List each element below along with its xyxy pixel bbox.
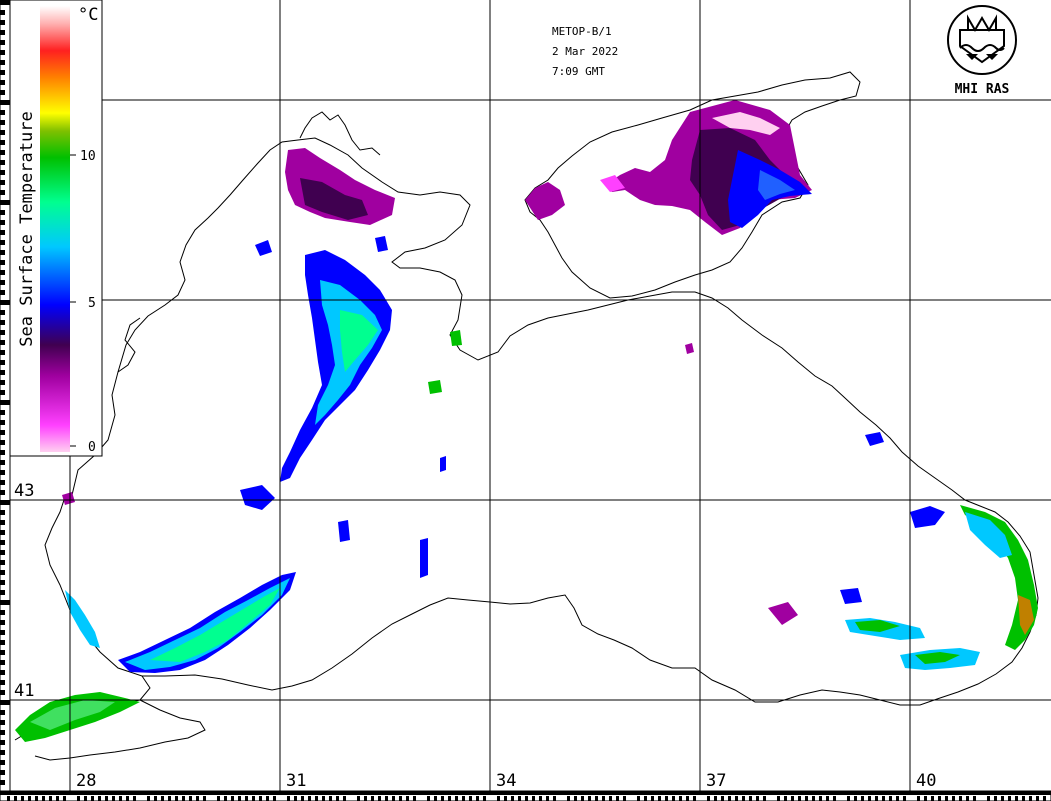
sst-sw-coast xyxy=(65,590,100,648)
legend-title: Sea Surface Temperature xyxy=(17,111,37,346)
header-time: 7:09 GMT xyxy=(552,65,605,78)
logo-text: MHI RAS xyxy=(955,82,1010,97)
lon-label-34: 34 xyxy=(496,771,516,791)
header-satellite: METOP-B/1 xyxy=(552,25,612,38)
sst-legend: Sea Surface Temperature °C 10 5 0 xyxy=(9,0,103,457)
lat-label-43: 43 xyxy=(14,481,34,501)
sst-scatter-6 xyxy=(375,236,388,252)
longitude-labels: 28 31 34 37 40 xyxy=(76,771,936,791)
sst-sw-band-cyan xyxy=(125,578,290,670)
sst-scatter-10 xyxy=(865,432,884,446)
sst-scatter-8 xyxy=(62,492,75,505)
sst-east-patch-1g xyxy=(855,620,900,632)
sst-east-orange xyxy=(1018,595,1034,635)
sst-scatter-5 xyxy=(450,330,462,346)
legend-tick-10: 10 xyxy=(80,149,96,164)
legend-tick-0: 0 xyxy=(88,440,96,455)
sst-east-small-1 xyxy=(840,588,862,604)
sst-east-small-2 xyxy=(910,506,945,528)
header: METOP-B/1 2 Mar 2022 7:09 GMT xyxy=(552,25,618,78)
sst-marmara-light xyxy=(30,700,115,730)
latitude-labels: 43 41 xyxy=(14,481,34,701)
legend-unit: °C xyxy=(78,5,98,25)
sst-east-coast-cyan xyxy=(965,512,1012,558)
sst-scatter-4 xyxy=(428,380,442,394)
danube-delta-coast xyxy=(117,317,141,373)
legend-colorbar xyxy=(40,6,70,452)
sst-scatter-7 xyxy=(240,485,275,510)
lon-label-31: 31 xyxy=(286,771,306,791)
sst-east-patch-2g xyxy=(915,652,960,664)
sst-east-small-3 xyxy=(768,602,798,625)
crimea-west-inlet xyxy=(299,111,381,156)
sst-scatter-9 xyxy=(685,343,694,354)
sst-west-green xyxy=(340,310,378,372)
legend-ticks: 10 5 0 xyxy=(70,149,96,455)
sst-scatter-1 xyxy=(338,520,350,542)
sst-azov-light xyxy=(712,112,780,135)
sst-azov-cyan xyxy=(758,170,795,200)
mhi-emblem-icon xyxy=(947,5,1017,75)
header-date: 2 Mar 2022 xyxy=(552,45,618,58)
sst-nw-violet xyxy=(300,178,368,220)
sst-azov-west xyxy=(525,182,565,220)
lon-label-28: 28 xyxy=(76,771,96,791)
sst-sw-band-green xyxy=(150,588,280,662)
lon-label-37: 37 xyxy=(706,771,726,791)
sst-azov-small xyxy=(600,175,625,192)
sst-patches xyxy=(15,100,1038,742)
legend-tick-5: 5 xyxy=(88,296,96,311)
logo: MHI RAS xyxy=(947,5,1017,97)
sst-scatter-2 xyxy=(420,538,428,578)
sst-east-coast xyxy=(960,505,1038,650)
lon-label-40: 40 xyxy=(916,771,936,791)
bottom-scale-bar xyxy=(0,790,1051,801)
lat-label-41: 41 xyxy=(14,681,34,701)
sst-scatter-11 xyxy=(255,240,272,256)
sst-scatter-3 xyxy=(440,456,446,472)
black-sea-coastline xyxy=(44,137,1039,706)
left-scale-bar xyxy=(0,0,11,801)
